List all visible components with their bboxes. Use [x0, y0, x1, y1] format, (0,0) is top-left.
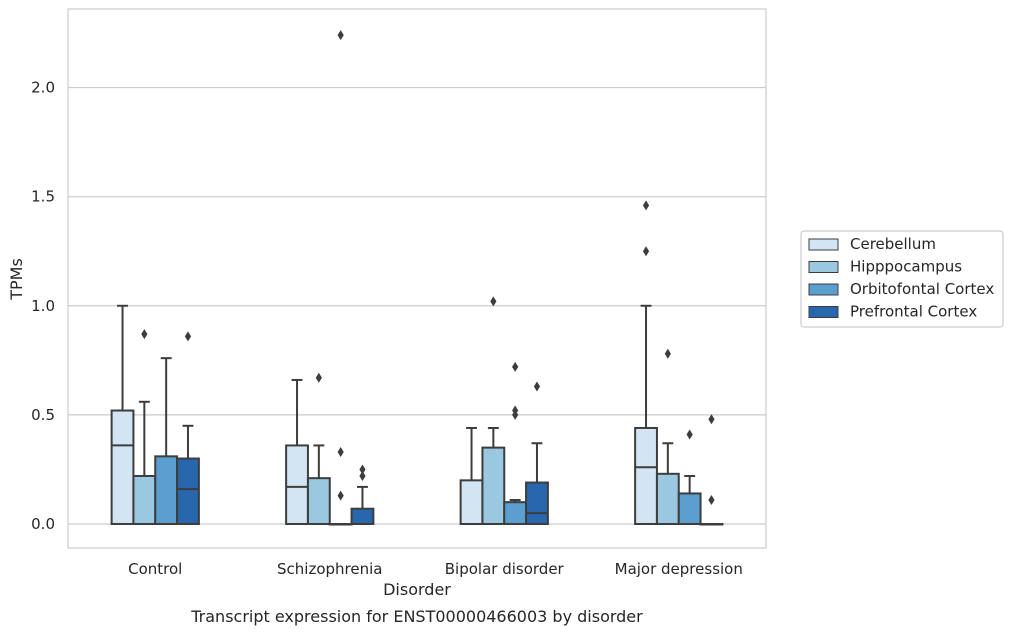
box-body	[503, 501, 528, 525]
legend-label: Cerebellum	[850, 235, 936, 253]
legend: Cerebellum Hipppocampus Orbitofontal Corte…	[800, 230, 1004, 328]
boxes-layer	[110, 30, 724, 526]
plot-frame	[67, 8, 767, 549]
x-tick-label: Bipolar disorder	[445, 560, 565, 578]
x-tick-label: Control	[128, 560, 182, 578]
box-body	[132, 474, 157, 525]
box-0-2	[154, 357, 179, 525]
outlier-point	[184, 331, 192, 342]
box-body	[176, 457, 200, 525]
outlier-point	[686, 429, 693, 440]
box-body	[459, 479, 484, 525]
y-tick-label: 2.0	[31, 79, 55, 97]
box-1-0	[285, 378, 309, 525]
outlier-point	[315, 372, 322, 383]
y-tick-label: 1.5	[31, 188, 55, 206]
outlier-point	[337, 30, 344, 41]
outlier-point	[512, 361, 519, 372]
box-0-1	[132, 329, 157, 525]
x-tick-label: Schizophrenia	[277, 560, 382, 578]
box-2-2	[503, 361, 528, 525]
outlier-point	[664, 348, 671, 359]
outlier-point	[141, 329, 148, 340]
box-body	[110, 409, 135, 525]
legend-frame	[800, 230, 1004, 328]
box-2-0	[459, 426, 484, 525]
legend-swatch	[808, 283, 839, 296]
x-axis: Control Schizophrenia Bipolar disorder Majo…	[128, 560, 743, 578]
y-axis-label: TPMs	[7, 258, 26, 301]
box-body	[525, 481, 549, 525]
box-2-3	[525, 381, 549, 525]
chart-caption: Transcript expression for ENST0000046600…	[190, 607, 643, 626]
legend-label: Hipppocampus	[850, 258, 962, 276]
legend-swatch	[808, 238, 839, 251]
box-3-2	[677, 429, 702, 525]
legend-swatch	[808, 306, 839, 318]
outlier-point	[642, 246, 650, 257]
outlier-point	[512, 405, 519, 416]
outlier-point	[337, 446, 344, 457]
box-1-1	[306, 372, 331, 525]
outlier-point	[490, 296, 497, 307]
y-tick-label: 0.5	[31, 406, 55, 424]
box-0-0	[110, 304, 135, 525]
outlier-point	[337, 490, 344, 501]
box-body	[655, 472, 680, 525]
legend-swatch	[808, 261, 839, 273]
legend-label: Prefrontal Cortex	[850, 303, 977, 321]
box-1-2	[328, 30, 353, 526]
box-body	[154, 455, 179, 525]
outlier-point	[642, 200, 650, 211]
box-body	[677, 492, 702, 525]
box-body	[285, 444, 309, 525]
outlier-point	[359, 470, 366, 481]
outlier-point	[533, 381, 541, 392]
x-axis-label: Disorder	[383, 580, 451, 599]
outlier-point	[708, 494, 715, 505]
box-0-3	[176, 331, 200, 525]
y-tick-label: 1.0	[31, 297, 55, 315]
box-body	[306, 477, 331, 525]
box-1-3	[350, 464, 375, 525]
box-body	[634, 426, 658, 525]
outlier-point	[708, 414, 715, 425]
box-body	[481, 446, 506, 525]
box-2-1	[481, 296, 506, 525]
box-3-1	[655, 348, 680, 525]
x-tick-label: Major depression	[615, 560, 743, 578]
outlier-point	[359, 464, 366, 475]
box-3-3	[699, 414, 724, 526]
box-body	[350, 507, 375, 525]
legend-label: Orbitofontal Cortex	[850, 280, 994, 298]
box-3-0	[634, 200, 658, 525]
y-tick-label: 0.0	[31, 515, 55, 533]
y-axis: 0.0 0.5 1.0 1.5 2.0	[31, 79, 55, 533]
